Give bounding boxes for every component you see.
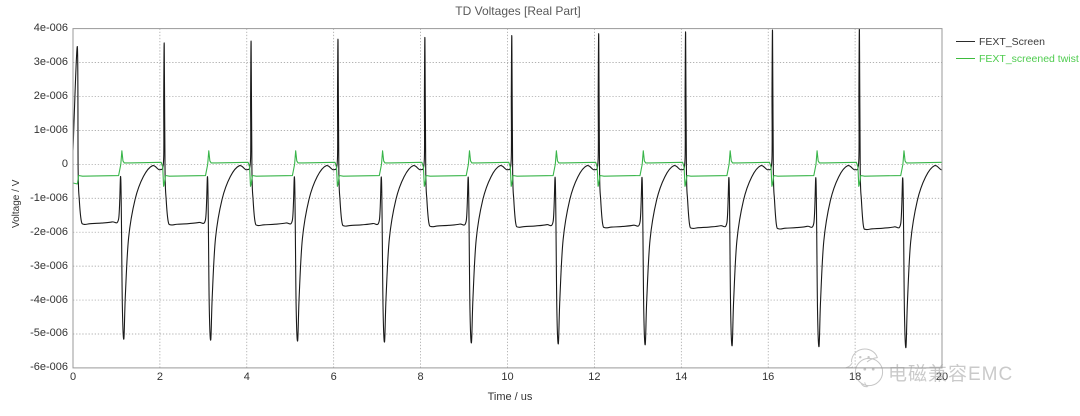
svg-text:电磁兼容EMC: 电磁兼容EMC (888, 363, 1013, 385)
